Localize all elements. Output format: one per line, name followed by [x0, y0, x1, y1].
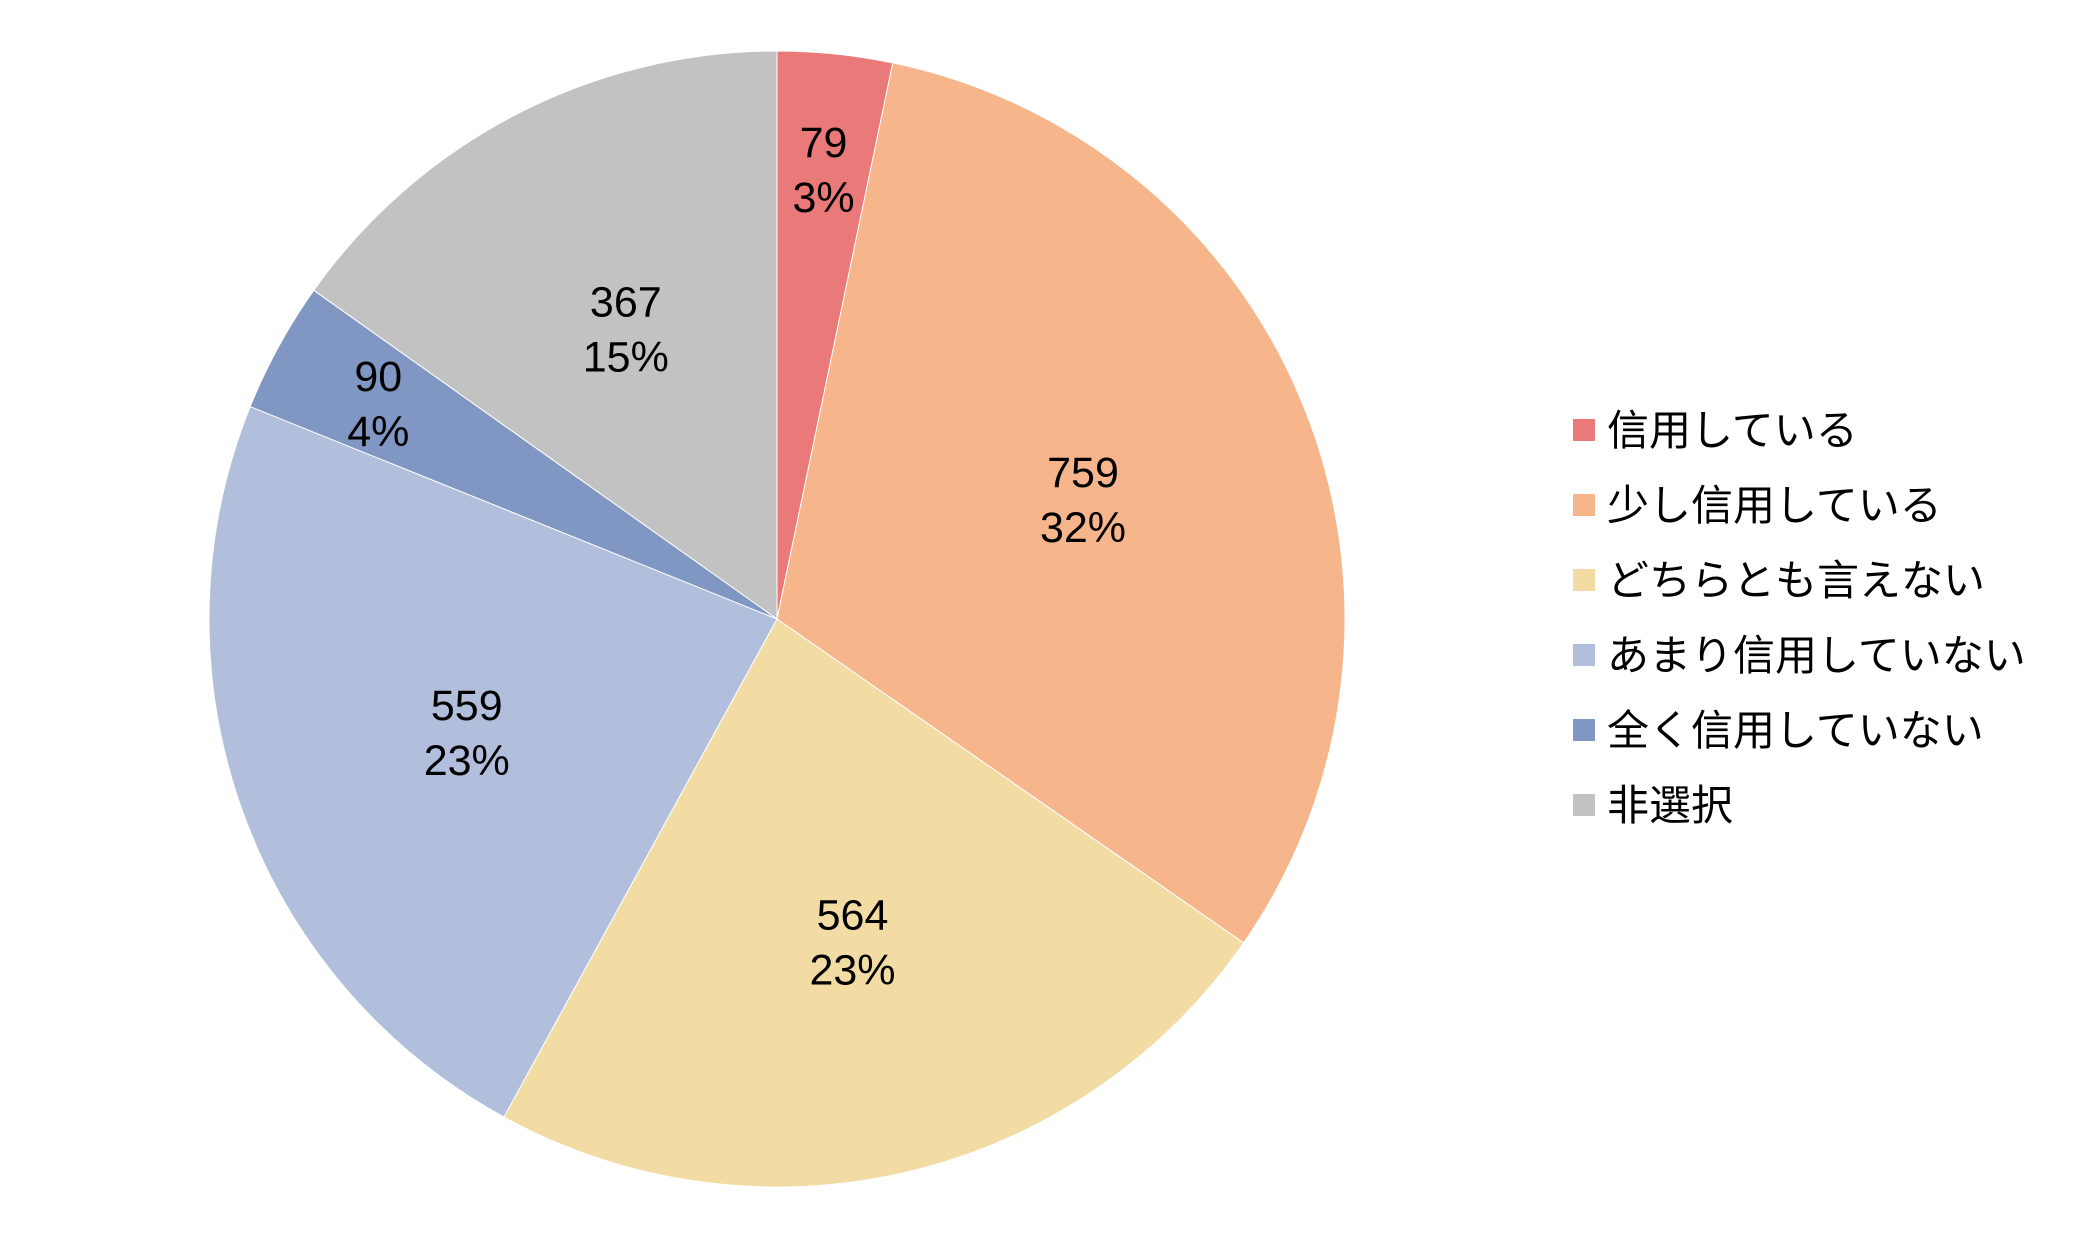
pie-slice: [503, 618, 1245, 1188]
legend-label: どちらとも言えない: [1607, 556, 1985, 605]
legend-swatch: [1573, 644, 1595, 666]
legend-label: 少し信用している: [1607, 481, 1942, 530]
legend-label: 信用している: [1607, 406, 1858, 455]
data-label-percent: 15%: [583, 333, 669, 381]
data-label-percent: 32%: [1040, 504, 1126, 552]
data-label-percent: 3%: [792, 174, 854, 222]
data-label-value: 759: [1047, 449, 1119, 497]
data-label-percent: 23%: [809, 947, 895, 995]
legend-swatch: [1573, 494, 1595, 516]
legend-swatch: [1573, 569, 1595, 591]
pie-slice: [208, 405, 778, 1118]
legend-label: 非選択: [1607, 781, 1733, 830]
data-label-value: 90: [354, 353, 402, 401]
legend-swatch: [1573, 419, 1595, 441]
legend-label: あまり信用していない: [1607, 631, 2026, 680]
legend-swatch: [1573, 719, 1595, 741]
pie-slice: [313, 50, 778, 620]
data-label-percent: 23%: [424, 737, 510, 785]
legend-label: 全く信用していない: [1607, 706, 1984, 755]
data-label-value: 79: [800, 119, 848, 167]
data-label-value: 564: [817, 892, 889, 940]
pie-slices: [208, 50, 1346, 1188]
pie-slice: [776, 62, 1346, 944]
data-label-percent: 4%: [347, 408, 409, 456]
data-labels: 79 3% 759 32% 564 23% 559 23% 90 4% 367 15%: [347, 119, 1126, 995]
data-label-value: 367: [590, 278, 662, 326]
legend: 信用している少し信用しているどちらとも言えないあまり信用していない全く信用してい…: [1573, 406, 2026, 830]
legend-swatch: [1573, 794, 1595, 816]
data-label-value: 559: [431, 682, 503, 730]
